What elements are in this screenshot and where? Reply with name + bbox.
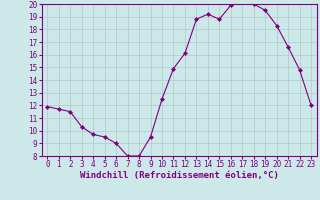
- X-axis label: Windchill (Refroidissement éolien,°C): Windchill (Refroidissement éolien,°C): [80, 171, 279, 180]
